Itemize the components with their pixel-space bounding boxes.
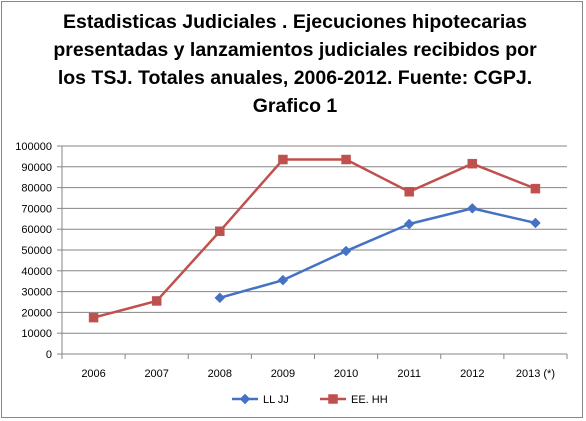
- y-tick-label: 100000: [15, 141, 52, 153]
- y-tick-label: 0: [46, 349, 52, 361]
- x-tick-label: 2006: [81, 368, 105, 380]
- legend: LL JJ EE. HH: [232, 393, 388, 406]
- series-ll-jj: [214, 203, 541, 304]
- legend-label: EE. HH: [351, 394, 388, 406]
- x-tick-label: 2011: [397, 368, 421, 380]
- x-axis: [57, 145, 568, 359]
- data-point-square: [88, 312, 99, 323]
- data-point-square: [278, 154, 288, 165]
- legend-label: LL JJ: [263, 394, 289, 406]
- data-point-diamond: [466, 203, 478, 214]
- series-ee-hh: [88, 154, 541, 323]
- data-point-diamond: [214, 292, 226, 304]
- y-tick-label: 80000: [21, 183, 52, 195]
- y-tick-label: 10000: [21, 328, 52, 340]
- series-line: [219, 207, 536, 300]
- x-axis-tick-labels: 2006 2007 2008 2009 2010 2011 2012 2013 (*): [81, 368, 555, 380]
- y-axis-tick-labels: 0 10000 20000 30000 40000 50000 60000 70000 8000…: [15, 141, 52, 361]
- data-point-square: [215, 226, 225, 237]
- data-point-diamond: [530, 217, 541, 229]
- y-tick-label: 40000: [21, 266, 52, 278]
- data-point-diamond: [277, 274, 289, 286]
- data-point-square: [404, 187, 414, 197]
- data-point-diamond: [340, 245, 352, 257]
- y-tick-label: 60000: [21, 224, 52, 236]
- data-point-square: [530, 183, 541, 194]
- series-group: [88, 154, 541, 323]
- y-tick-label: 20000: [21, 307, 52, 319]
- x-tick-label: 2012: [460, 368, 484, 380]
- x-tick-label: 2013 (*): [516, 368, 555, 380]
- data-point-square: [151, 296, 162, 306]
- data-point-square: [467, 158, 478, 169]
- y-tick-label: 70000: [21, 203, 52, 215]
- data-point-diamond: [239, 393, 251, 405]
- y-tick-label: 90000: [21, 162, 52, 174]
- y-tick-label: 50000: [21, 245, 52, 257]
- x-tick-label: 2009: [271, 368, 295, 380]
- y-tick-label: 30000: [21, 287, 52, 299]
- x-tick-label: 2010: [334, 368, 358, 380]
- data-point-diamond: [403, 218, 415, 230]
- chart-title: Estadisticas Judiciales . Ejecuciones hi…: [53, 11, 537, 117]
- series-line: [93, 158, 536, 319]
- data-point-square: [328, 394, 338, 404]
- data-point-square: [341, 154, 351, 165]
- x-tick-label: 2008: [208, 368, 232, 380]
- gridlines: [62, 145, 567, 334]
- x-tick-label: 2007: [144, 368, 168, 380]
